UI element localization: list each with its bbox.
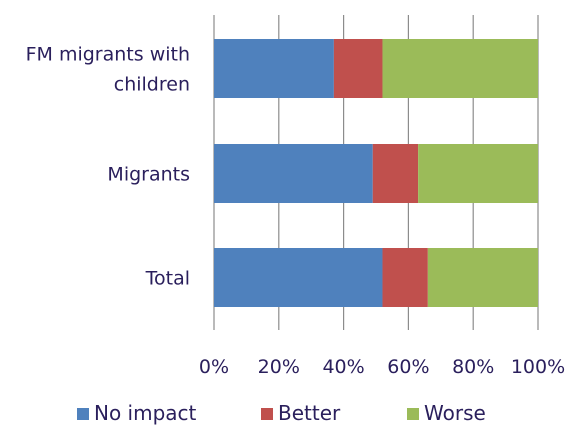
category-label: Total <box>145 268 190 290</box>
category-labels: FM migrants with children Migrants Total <box>26 44 190 290</box>
x-tick-label: 0% <box>199 356 229 378</box>
bar-segment-worse <box>427 248 538 307</box>
bar-segment-no-impact <box>214 144 373 203</box>
bar-segment-no-impact <box>214 39 334 98</box>
legend-item: No impact <box>77 401 197 425</box>
bar-segment-better <box>372 144 419 203</box>
category-label: children <box>114 74 190 96</box>
legend-item: Better <box>261 401 341 425</box>
bar-segment-better <box>333 39 383 98</box>
legend: No impact Better Worse <box>77 401 486 425</box>
bar-segment-no-impact <box>214 248 383 307</box>
category-label: Migrants <box>107 164 190 186</box>
x-tick-label: 40% <box>322 356 364 378</box>
legend-label: Worse <box>424 401 486 425</box>
x-tick-label: 80% <box>452 356 494 378</box>
legend-swatch <box>407 408 419 420</box>
bar-segment-worse <box>382 39 538 98</box>
legend-item: Worse <box>407 401 486 425</box>
bar-segment-worse <box>418 144 538 203</box>
category-label: FM migrants with <box>26 44 190 66</box>
legend-swatch <box>77 408 89 420</box>
legend-label: Better <box>278 401 341 425</box>
x-tick-label: 60% <box>387 356 429 378</box>
x-tick-label: 100% <box>511 356 565 378</box>
x-tick-labels: 0% 20% 40% 60% 80% 100% <box>199 356 565 378</box>
legend-swatch <box>261 408 273 420</box>
x-tick-label: 20% <box>258 356 300 378</box>
bar-segment-better <box>382 248 428 307</box>
bars <box>214 39 538 307</box>
legend-label: No impact <box>94 401 197 425</box>
